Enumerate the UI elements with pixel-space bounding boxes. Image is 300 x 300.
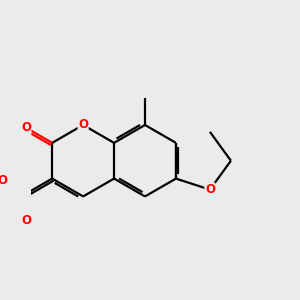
Text: O: O bbox=[21, 121, 31, 134]
Text: O: O bbox=[21, 214, 31, 227]
Text: O: O bbox=[0, 174, 8, 187]
Text: O: O bbox=[205, 183, 215, 196]
Text: O: O bbox=[78, 118, 88, 131]
